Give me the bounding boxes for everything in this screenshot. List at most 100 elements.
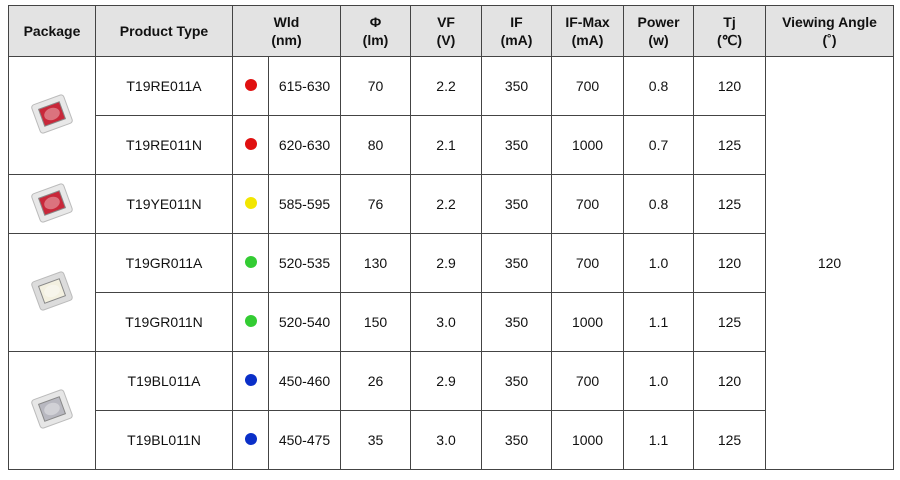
value-cell: 615-630 bbox=[267, 56, 342, 116]
value-cell: 2.2 bbox=[410, 174, 483, 234]
data-row: T19GR011A 520-535 130 2.9 350 700 1.0 120 bbox=[8, 233, 894, 352]
header-cell: VF (V) bbox=[410, 5, 483, 57]
color-dot-cell bbox=[232, 115, 269, 175]
header-text: Viewing Angle bbox=[782, 14, 877, 30]
data-row: T19BL011A 450-460 26 2.9 350 700 1.0 120 bbox=[8, 351, 894, 470]
value-cell: 35 bbox=[340, 410, 412, 470]
header-text: Φ bbox=[369, 14, 382, 30]
value-cell: 125 bbox=[693, 115, 767, 175]
value-cell: 3.0 bbox=[410, 292, 483, 352]
header-cell: Wld (nm) bbox=[231, 5, 342, 57]
value-cell: 1.0 bbox=[623, 351, 695, 411]
product-type: T19BL011A bbox=[95, 351, 233, 411]
data-row: T19BL011N 450-475 35 3.0 350 1000 1.1 125 bbox=[9, 410, 894, 470]
data-row: T19RE011N 620-630 80 2.1 350 1000 0.7 125 bbox=[9, 115, 894, 175]
value-cell: 350 bbox=[481, 233, 553, 293]
value-cell: 350 bbox=[481, 410, 553, 470]
color-dot bbox=[244, 256, 257, 268]
value-cell: 125 bbox=[693, 410, 767, 470]
package-cell bbox=[8, 174, 96, 234]
color-dot bbox=[244, 374, 257, 386]
value-cell: 2.2 bbox=[410, 56, 483, 116]
value-cell: 150 bbox=[340, 292, 412, 352]
package-cell bbox=[8, 233, 96, 352]
value-cell: 26 bbox=[340, 351, 412, 411]
value-cell: 350 bbox=[481, 292, 553, 352]
header-text: Wld bbox=[273, 14, 300, 30]
value-cell: 125 bbox=[693, 174, 767, 234]
value-cell: 450-475 bbox=[267, 410, 342, 470]
header-text: (˚) bbox=[822, 32, 837, 48]
color-dot-cell bbox=[232, 292, 269, 352]
header-cell: IF (mA) bbox=[481, 5, 553, 57]
product-type: T19YE011N bbox=[95, 174, 233, 234]
header-text: (mA) bbox=[571, 32, 604, 48]
value-cell: 620-630 bbox=[267, 115, 342, 175]
value-cell: 1.0 bbox=[623, 233, 695, 293]
header-cell: Product Type bbox=[95, 5, 233, 57]
value-cell: 120 bbox=[693, 56, 767, 116]
value-cell: 3.0 bbox=[410, 410, 483, 470]
package-cell bbox=[8, 56, 96, 175]
value-cell: 1000 bbox=[551, 292, 625, 352]
value-cell: 0.8 bbox=[623, 56, 695, 116]
header-row: Package Product Type Wld (nm) Φ (lm) VF (V) IF (m… bbox=[8, 5, 895, 57]
value-cell: 1000 bbox=[551, 115, 625, 175]
value-cell: 130 bbox=[340, 233, 412, 293]
package-icon bbox=[31, 94, 73, 134]
header-cell: Φ (lm) bbox=[340, 5, 412, 57]
value-cell: 700 bbox=[551, 174, 625, 234]
value-cell: 0.7 bbox=[623, 115, 695, 175]
value-cell: 1.1 bbox=[623, 410, 695, 470]
color-dot-cell bbox=[232, 56, 269, 116]
color-dot bbox=[244, 138, 257, 150]
color-dot bbox=[244, 197, 257, 209]
header-text: (w) bbox=[648, 32, 669, 48]
value-cell: 2.9 bbox=[410, 351, 483, 411]
color-dot-cell bbox=[232, 233, 269, 293]
value-cell: 350 bbox=[481, 56, 553, 116]
value-cell: 350 bbox=[481, 174, 553, 234]
header-text: (lm) bbox=[362, 32, 389, 48]
color-dot bbox=[244, 433, 257, 445]
value-cell: 700 bbox=[551, 351, 625, 411]
package-icon bbox=[31, 389, 73, 429]
product-type: T19RE011N bbox=[95, 115, 233, 175]
header-text: Package bbox=[23, 23, 81, 39]
header-cell: Power (w) bbox=[623, 5, 695, 57]
viewing-angle: 120 bbox=[765, 56, 895, 470]
header-text: VF bbox=[437, 14, 455, 30]
color-dot-cell bbox=[232, 351, 269, 411]
value-cell: 120 bbox=[693, 351, 767, 411]
value-cell: 350 bbox=[481, 115, 553, 175]
value-cell: 70 bbox=[340, 56, 412, 116]
package-icon bbox=[31, 182, 73, 223]
color-dot-cell bbox=[232, 410, 269, 470]
value-cell: 700 bbox=[551, 233, 625, 293]
header-text: (V) bbox=[436, 32, 456, 48]
header-cell: Package bbox=[8, 5, 96, 57]
value-cell: 450-460 bbox=[267, 351, 342, 411]
product-type: T19RE011A bbox=[95, 56, 233, 116]
header-text: Product Type bbox=[119, 23, 209, 39]
product-type: T19BL011N bbox=[95, 410, 233, 470]
value-cell: 76 bbox=[340, 174, 412, 234]
header-text: Tj bbox=[723, 14, 736, 30]
header-text: (nm) bbox=[271, 32, 302, 48]
value-cell: 700 bbox=[551, 56, 625, 116]
value-cell: 2.9 bbox=[410, 233, 483, 293]
value-cell: 0.8 bbox=[623, 174, 695, 234]
header-text: IF bbox=[510, 14, 523, 30]
value-cell: 1000 bbox=[551, 410, 625, 470]
data-row: T19RE011A 615-630 70 2.2 350 700 0.8 120 120 bbox=[8, 56, 895, 470]
value-cell: 520-535 bbox=[267, 233, 342, 293]
product-type: T19GR011A bbox=[95, 233, 233, 293]
header-text: (℃) bbox=[716, 32, 743, 48]
header-cell: Viewing Angle (˚) bbox=[765, 5, 895, 57]
data-row: T19GR011N 520-540 150 3.0 350 1000 1.1 125 bbox=[9, 292, 894, 352]
data-row: T19YE011N 585-595 76 2.2 350 700 0.8 125 bbox=[8, 174, 894, 234]
value-cell: 585-595 bbox=[267, 174, 342, 234]
value-cell: 120 bbox=[693, 233, 767, 293]
product-type: T19GR011N bbox=[95, 292, 233, 352]
package-cell bbox=[8, 351, 96, 470]
